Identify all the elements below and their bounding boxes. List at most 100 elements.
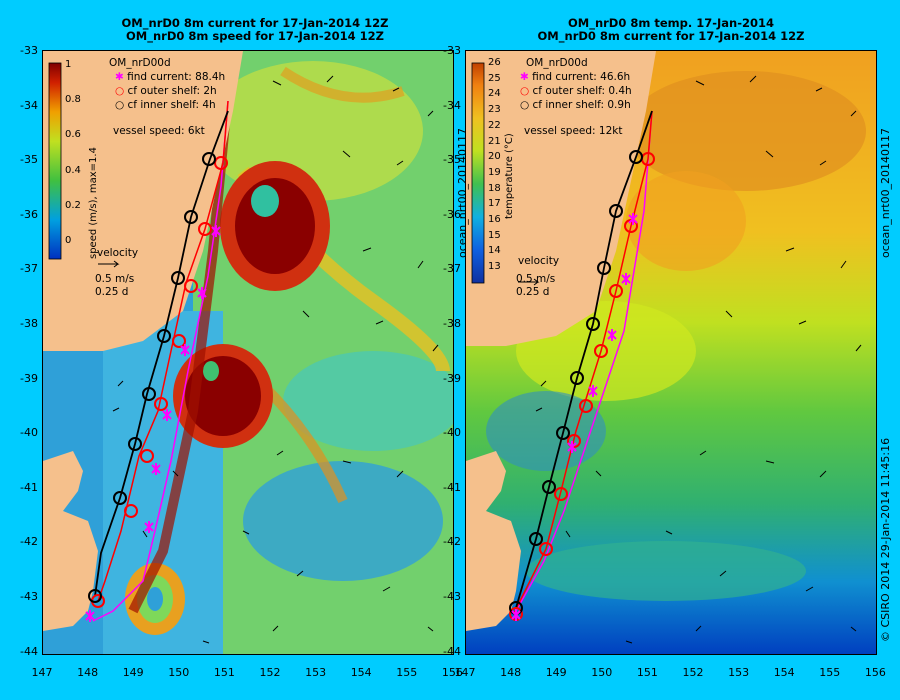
left-colorbar [48,62,62,260]
right-legend-outer-text: cf outer shelf: 0.4h [532,85,632,97]
right-velocity-scale2: 0.25 d [516,286,550,298]
left-velocity-label: velocity [97,247,139,259]
right-colorbar [471,62,485,284]
right-legend-outer: ○ cf outer shelf: 0.4h [520,85,632,97]
right-x-tick: 156 [864,666,886,679]
left-outer-track [97,100,229,602]
left-velocity-scale1: 0.5 m/s [95,273,135,285]
right-cb-tick: 20 [488,151,501,163]
right-y-tick: -39 [443,371,461,385]
left-y-tick: -34 [20,98,38,112]
right-y-tick: -41 [443,480,461,494]
right-x-tick: 154 [773,666,795,679]
right-cb-tick: 22 [488,119,501,131]
left-cb-tick: 0.2 [65,200,81,211]
left-x-tick: 148 [77,666,99,679]
right-y-tick: -37 [443,262,461,276]
left-x-tick: 154 [350,666,372,679]
right-inner-track [515,110,653,609]
left-cb-tick: 1 [65,59,72,70]
left-legend-outer-text: cf outer shelf: 2h [127,85,217,97]
right-x-tick: 153 [728,666,750,679]
right-velocity-arrows [535,75,862,644]
right-y-tick: -35 [443,153,461,167]
left-x-tick: 153 [305,666,327,679]
right-legend-find-text: find current: 46.6h [532,71,631,83]
right-y-tick: -33 [443,44,461,57]
right-velocity-scale1: 0.5 m/s [516,273,556,285]
right-y-tick: -34 [443,98,461,112]
find-marker-icon: ✱ [115,71,124,83]
left-title-line2: OM_nrD0 8m speed for 17-Jan-2014 12Z [126,29,384,43]
left-cb-tick: 0.8 [65,94,81,105]
right-x-tick: 148 [500,666,522,679]
left-velocity-scale2: 0.25 d [95,286,129,298]
left-cb-tick: 0.4 [65,165,81,176]
right-x-tick: 149 [545,666,567,679]
left-y-tick: -44 [20,644,38,658]
left-y-tick: -37 [20,262,38,276]
right-y-tick: -38 [443,317,461,330]
left-legend-find: ✱ find current: 88.4h [115,71,225,83]
left-speed-map[interactable]: 1 0.8 0.6 0.4 0.2 0 speed (m/s), max=1.4… [42,50,454,655]
left-x-tick: 150 [168,666,190,679]
left-x-tick: 151 [213,666,235,679]
left-x-tick: 152 [259,666,281,679]
right-model-label: OM_nrD00d [526,57,588,69]
left-y-tick: -35 [20,153,38,167]
right-temp-map[interactable]: 26 25 24 23 22 21 20 19 18 17 16 15 14 13 temperature… [465,50,877,655]
left-title-line1: OM_nrD0 8m current for 17-Jan-2014 12Z [121,16,389,30]
left-legend-outer: ○ cf outer shelf: 2h [115,85,217,97]
right-cb-tick: 18 [488,182,501,194]
outer-marker-icon: ○ [520,85,530,97]
right-cb-tick: 17 [488,198,501,210]
right-cb-label: temperature (°C) [504,133,515,219]
find-marker-icon: ✱ [520,71,529,83]
right-y-tick: -36 [443,207,461,221]
left-vessel-speed: vessel speed: 6kt [113,125,205,137]
right-legend-find: ✱ find current: 46.6h [520,71,630,83]
left-x-tick: 156 [441,666,463,679]
left-model-label: OM_nrD00d [109,57,171,69]
left-find-track [92,100,229,622]
right-side-label: ocean_nrt00_20140117 [879,127,892,258]
left-y-tick: -43 [20,590,38,603]
right-map-canvas [466,51,876,654]
right-cb-tick: 24 [488,88,501,100]
left-y-tick: -39 [20,371,38,385]
right-x-tick: 155 [819,666,841,679]
left-x-tick: 155 [396,666,418,679]
right-cb-tick: 23 [488,104,501,116]
outer-marker-icon: ○ [115,85,125,97]
footer-copyright: © CSIRO 2014 29-Jan-2014 11:45:16 [879,437,892,642]
left-cb-label: speed (m/s), max=1.4 [88,147,99,259]
right-cb-tick: 14 [488,245,501,257]
right-cb-tick: 15 [488,229,501,241]
left-cb-tick: 0 [65,235,72,246]
left-velocity-arrows [112,75,439,644]
right-outer-track [513,110,653,614]
right-y-tick: -44 [443,644,461,658]
left-inner-track [94,110,229,597]
left-y-tick: -42 [20,535,38,549]
left-legend-inner: ○ cf inner shelf: 4h [115,99,216,111]
inner-marker-icon: ○ [115,99,125,111]
right-velocity-label: velocity [518,255,560,267]
left-y-tick: -40 [20,426,38,440]
right-y-tick: -43 [443,590,461,603]
left-x-tick: 147 [31,666,53,679]
right-cb-tick: 13 [488,261,501,273]
right-x-tick: 151 [636,666,658,679]
right-x-tick: 147 [454,666,476,679]
right-cb-tick: 26 [488,57,501,68]
right-vessel-speed: vessel speed: 12kt [524,125,623,137]
right-legend-inner: ○ cf inner shelf: 0.9h [520,99,631,111]
right-cb-tick: 16 [488,214,501,225]
left-legend-find-text: find current: 88.4h [127,71,226,83]
left-side-label: ocean_nrt00_20140117 [456,127,469,258]
right-cb-tick: 25 [488,72,501,84]
right-x-tick: 150 [591,666,613,679]
right-title-line1: OM_nrD0 8m temp. 17-Jan-2014 [567,16,775,30]
left-x-tick: 149 [122,666,144,679]
left-cb-tick: 0.6 [65,129,81,140]
